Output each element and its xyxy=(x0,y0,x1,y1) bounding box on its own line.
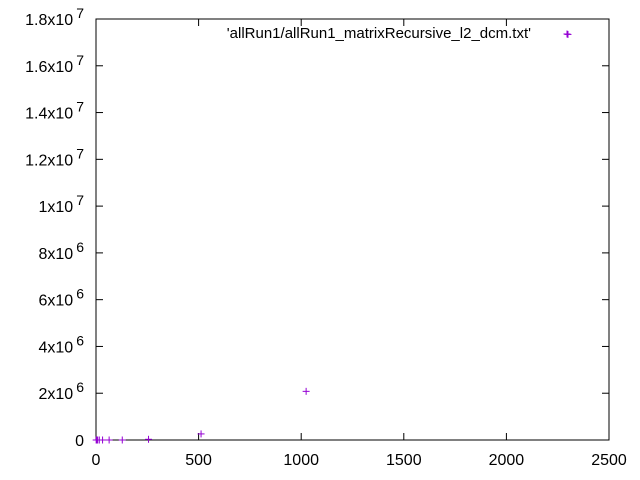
x-tick-labels: 0 500 1000 1500 2000 2500 xyxy=(92,452,627,469)
data-point xyxy=(145,435,153,443)
x-tick-label: 1000 xyxy=(283,452,319,469)
y-tick-label: 8x10 6 xyxy=(39,239,85,263)
y-tick-label: 1.6x10 7 xyxy=(25,52,84,76)
data-point xyxy=(105,436,113,444)
legend-label: 'allRun1/allRun1_matrixRecursive_l2_dcm.… xyxy=(227,25,531,42)
data-point xyxy=(99,436,107,444)
data-points xyxy=(92,30,572,444)
y-tick-label: 1.4x10 7 xyxy=(25,99,84,123)
y-tick-label: 1.2x10 7 xyxy=(25,145,84,169)
data-point xyxy=(302,387,310,395)
y-tick-label: 4x10 6 xyxy=(39,332,85,356)
x-tick-label: 1500 xyxy=(386,452,422,469)
legend: 'allRun1/allRun1_matrixRecursive_l2_dcm.… xyxy=(227,25,571,42)
x-tick-label: 2000 xyxy=(489,452,525,469)
data-point xyxy=(197,430,205,438)
y-tick-label: 6x10 6 xyxy=(39,286,85,310)
x-tick-label: 2500 xyxy=(591,452,627,469)
axes-ticks xyxy=(95,18,610,441)
data-point xyxy=(118,436,126,444)
x-tick-label: 500 xyxy=(185,452,212,469)
plot-frame xyxy=(95,18,610,441)
y-tick-label: 1x10 7 xyxy=(39,192,85,216)
legend-marker xyxy=(563,30,571,38)
y-tick-label: 1.8x10 7 xyxy=(25,5,84,29)
y-tick-labels: 0 2x10 6 4x10 6 6x10 6 8x10 6 1x10 7 1.2x10 7 1.4x10 7… xyxy=(25,5,84,450)
y-tick-label: 0 xyxy=(75,433,84,450)
x-tick-label: 0 xyxy=(92,452,101,469)
y-tick-label: 2x10 6 xyxy=(39,379,85,403)
